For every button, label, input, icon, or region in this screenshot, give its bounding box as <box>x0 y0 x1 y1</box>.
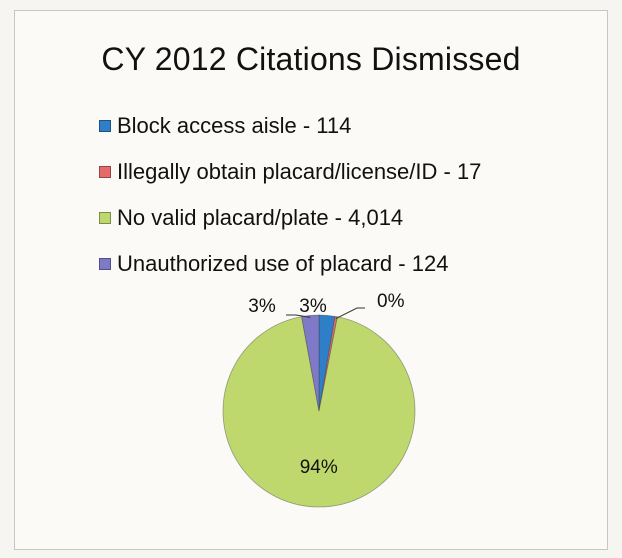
legend-label: Unauthorized use of placard - 124 <box>117 251 449 276</box>
leader-line <box>286 314 311 318</box>
legend-item-unauthorized-use: Unauthorized use of placard - 124 <box>99 241 481 287</box>
legend-item-illegally-obtain: Illegally obtain placard/license/ID - 17 <box>99 149 481 195</box>
legend-label: Block access aisle - 114 <box>117 113 352 138</box>
pct-label-illegally-obtain: 0% <box>377 291 405 312</box>
pct-label-no-valid-placard: 94% <box>300 457 338 478</box>
chart-legend: Block access aisle - 114 Illegally obtai… <box>99 103 481 287</box>
chart-title: CY 2012 Citations Dismissed <box>101 41 521 77</box>
legend-item-no-valid-placard: No valid placard/plate - 4,014 <box>99 195 481 241</box>
legend-label: Illegally obtain placard/license/ID - 17 <box>117 159 482 184</box>
legend-swatch <box>99 166 111 178</box>
leader-line <box>335 307 365 319</box>
slice-block-access-aisle <box>318 314 336 412</box>
legend-swatch <box>99 120 111 132</box>
legend-label: No valid placard/plate - 4,014 <box>117 205 404 230</box>
legend-item-block-access-aisle: Block access aisle - 114 <box>99 103 481 149</box>
slice-illegally-obtain <box>318 315 338 412</box>
legend-swatch <box>99 212 111 224</box>
pct-label-block-access-aisle: 3% <box>299 296 327 317</box>
slice-unauthorized-use <box>301 314 320 412</box>
chart-frame: CY 2012 Citations Dismissed Block access… <box>14 10 608 550</box>
legend-swatch <box>99 258 111 270</box>
pct-label-unauthorized-use: 3% <box>248 296 276 317</box>
pie-chart: 3% 0% 94% 3% <box>222 291 416 508</box>
slice-no-valid-placard <box>222 316 416 508</box>
